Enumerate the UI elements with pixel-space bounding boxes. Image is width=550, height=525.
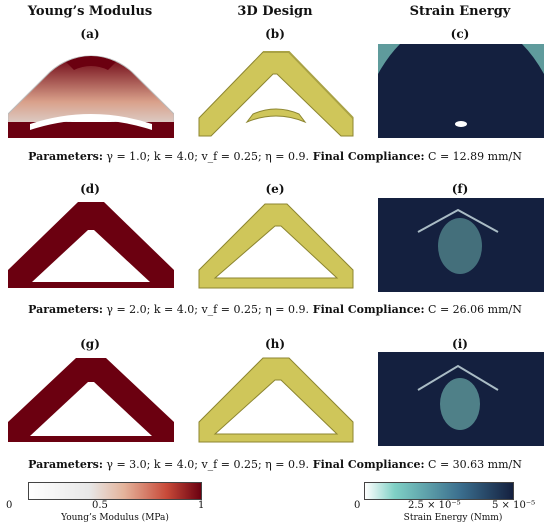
colorbar-tick-0: 0	[6, 500, 13, 511]
panel-label-g: (g)	[80, 337, 100, 351]
caption-params: γ = 3.0; k = 4.0; v_f = 0.25; η = 0.9.	[102, 458, 309, 471]
colorbar-youngs-modulus	[28, 482, 202, 500]
caption-compliance: C = 26.06 mm/N	[424, 303, 522, 316]
3d-design-b	[198, 51, 354, 137]
column-header-youngs-modulus: Young’s Modulus	[27, 4, 153, 19]
panel-label-f: (f)	[451, 182, 469, 196]
caption-compliance-label: Final Compliance:	[308, 150, 425, 163]
strain-energy-map-c	[378, 44, 544, 138]
colorbar-tick-max: 1	[198, 500, 205, 511]
caption-params-label: Parameters:	[28, 150, 103, 163]
3d-design-h	[198, 357, 354, 443]
colorbar-tick-mid: 2.5 × 10⁻⁵	[408, 500, 461, 511]
panel-label-e: (e)	[265, 182, 285, 196]
colorbar-tick-mid: 0.5	[92, 500, 108, 511]
caption-params-label: Parameters:	[28, 458, 103, 471]
3d-design-e	[198, 203, 354, 289]
caption-params-label: Parameters:	[28, 303, 103, 316]
caption-compliance: C = 30.63 mm/N	[424, 458, 522, 471]
youngs-modulus-map-a	[8, 55, 174, 138]
youngs-modulus-map-d	[8, 202, 174, 288]
caption-row-3: Parameters: γ = 3.0; k = 4.0; v_f = 0.25…	[0, 458, 550, 471]
panel-label-i: (i)	[452, 337, 468, 351]
caption-row-2: Parameters: γ = 2.0; k = 4.0; v_f = 0.25…	[0, 303, 550, 316]
colorbar-title-strain-energy: Strain Energy (Nmm)	[403, 513, 503, 523]
colorbar-strain-energy	[364, 482, 514, 500]
panel-label-c: (c)	[450, 27, 470, 41]
strain-energy-map-f	[378, 198, 544, 292]
column-header-strain-energy: Strain Energy	[409, 4, 511, 19]
panel-label-b: (b)	[265, 27, 285, 41]
caption-params: γ = 2.0; k = 4.0; v_f = 0.25; η = 0.9.	[102, 303, 309, 316]
colorbar-title-youngs-modulus: Young’s Modulus (MPa)	[61, 513, 169, 523]
caption-compliance: C = 12.89 mm/N	[424, 150, 522, 163]
caption-compliance-label: Final Compliance:	[308, 303, 425, 316]
panel-label-d: (d)	[80, 182, 100, 196]
colorbar-tick-0: 0	[354, 500, 361, 511]
panel-label-a: (a)	[80, 27, 100, 41]
caption-row-1: Parameters: γ = 1.0; k = 4.0; v_f = 0.25…	[0, 150, 550, 163]
strain-energy-map-i	[378, 352, 544, 446]
youngs-modulus-map-g	[8, 358, 174, 442]
panel-label-h: (h)	[264, 337, 286, 351]
colorbar-tick-max: 5 × 10⁻⁵	[492, 500, 536, 511]
caption-compliance-label: Final Compliance:	[308, 458, 425, 471]
column-header-3d-design: 3D Design	[237, 4, 313, 19]
caption-params: γ = 1.0; k = 4.0; v_f = 0.25; η = 0.9.	[102, 150, 309, 163]
